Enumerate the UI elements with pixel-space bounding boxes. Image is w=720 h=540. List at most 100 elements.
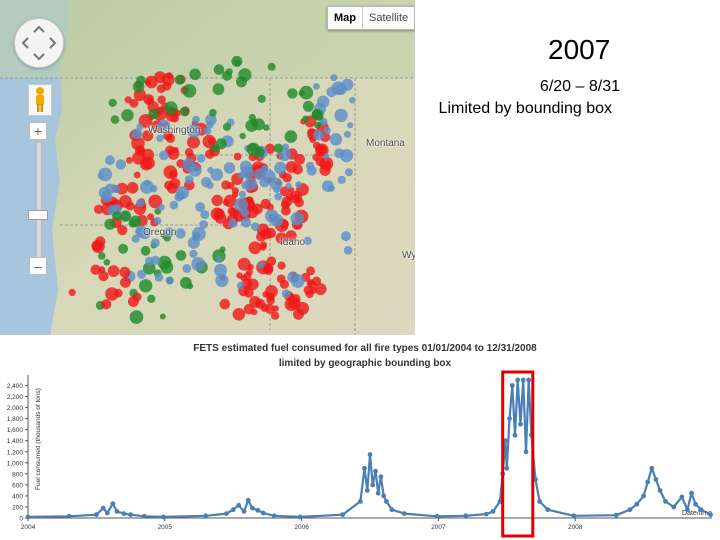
fire-dot	[259, 243, 267, 251]
fire-dot	[239, 132, 246, 140]
fuel-data-point	[653, 477, 659, 482]
fire-dot	[101, 191, 113, 203]
map-type-control: Map Satellite	[327, 6, 415, 30]
fuel-data-point	[141, 513, 147, 519]
fire-dot	[199, 220, 209, 229]
fire-dot	[131, 128, 143, 140]
fire-dot	[236, 76, 247, 88]
fire-dot	[237, 257, 251, 271]
fire-dot	[315, 112, 324, 121]
fire-dot	[243, 272, 252, 281]
fuel-data-point	[203, 513, 209, 519]
fire-dot	[145, 256, 154, 266]
fire-dot	[117, 225, 128, 236]
fuel-data-point	[490, 509, 496, 514]
fire-dot	[165, 276, 174, 285]
fuel-data-point	[483, 511, 489, 517]
fire-dot	[108, 98, 117, 107]
fire-dot	[257, 94, 266, 103]
fuel-data-point	[663, 499, 668, 504]
zoom-slider-thumb[interactable]	[28, 210, 48, 220]
label-montana: Montana	[366, 138, 405, 149]
fuel-data-point	[627, 507, 633, 513]
fire-dot	[191, 257, 206, 272]
fire-dot	[281, 196, 293, 207]
zoom-slider-track[interactable]	[36, 142, 42, 258]
slide-date-range: 6/20 – 8/31	[539, 78, 620, 95]
map-type-satellite-button[interactable]: Satellite	[362, 7, 415, 29]
fire-dot	[137, 269, 147, 279]
fire-dot	[182, 84, 197, 98]
fuel-data-point	[381, 493, 387, 499]
fuel-data-point	[94, 512, 99, 518]
fire-dot	[233, 152, 242, 161]
fuel-data-point	[641, 493, 646, 499]
fire-dot	[306, 279, 314, 287]
fire-dot	[241, 217, 252, 228]
fuel-data-point	[224, 511, 229, 516]
fire-dot	[182, 264, 192, 273]
x-tick-label: 2007	[431, 524, 446, 531]
pan-control[interactable]	[14, 18, 64, 68]
fire-dot	[209, 108, 217, 117]
fire-dot	[340, 231, 351, 242]
fuel-data-point	[384, 499, 389, 504]
fire-dot	[266, 296, 275, 305]
fire-dot	[98, 266, 106, 274]
fire-dot	[247, 264, 254, 271]
fire-dot	[164, 227, 175, 238]
fire-dot	[169, 178, 181, 189]
x-tick-label: 2008	[568, 524, 583, 531]
y-tick-label: 1,800	[7, 416, 24, 423]
fire-dot	[116, 182, 128, 195]
fuel-data-point	[401, 511, 407, 516]
fuel-data-point	[657, 488, 663, 493]
fire-dot	[150, 238, 160, 248]
fuel-data-point	[114, 509, 120, 514]
y-tick-label: 0	[19, 516, 23, 523]
fuel-data-point	[537, 499, 542, 504]
fire-dot	[223, 162, 236, 174]
fuel-data-point	[370, 482, 376, 488]
fire-dot	[248, 143, 257, 152]
fire-dot	[189, 68, 201, 81]
map-type-map-button[interactable]: Map	[328, 7, 362, 29]
fuel-data-point	[255, 507, 261, 513]
fire-dot	[270, 311, 280, 320]
fire-dot	[159, 150, 169, 161]
fuel-data-point	[161, 514, 166, 520]
label-washington: Washington	[148, 125, 201, 136]
fuel-data-point	[507, 416, 512, 421]
fire-dot	[101, 299, 112, 310]
fire-dot	[293, 308, 304, 320]
fire-dot	[274, 192, 283, 201]
fuel-data-point	[693, 501, 698, 507]
fire-dot	[232, 308, 246, 321]
fire-dot	[294, 153, 305, 165]
zoom-out-button[interactable]: –	[29, 257, 47, 275]
fire-dot	[195, 202, 206, 212]
fire-dot	[243, 287, 254, 298]
fire-dot	[187, 236, 200, 249]
fire-dot	[203, 127, 212, 136]
fire-dot	[107, 265, 120, 277]
fuel-data-point	[25, 514, 31, 520]
fire-dot	[314, 283, 327, 296]
street-view-pegman[interactable]	[28, 84, 52, 116]
fire-dot	[160, 260, 174, 274]
fire-dot	[277, 261, 286, 270]
fuel-data-point	[523, 449, 529, 455]
fire-map[interactable]: Washington Montana Oregon Idaho Wy Map S…	[0, 0, 415, 335]
fuel-data-point	[297, 514, 303, 520]
fire-dot	[343, 130, 351, 138]
fire-dot	[142, 130, 154, 142]
fire-dot	[250, 308, 258, 316]
fuel-data-point	[245, 497, 251, 503]
zoom-in-button[interactable]: +	[29, 122, 47, 140]
fire-dot	[188, 163, 202, 177]
fire-dot	[104, 218, 116, 230]
map-terrain	[0, 0, 415, 335]
fire-dot	[349, 96, 356, 104]
fire-dot	[303, 236, 312, 245]
fire-dot	[129, 310, 144, 324]
